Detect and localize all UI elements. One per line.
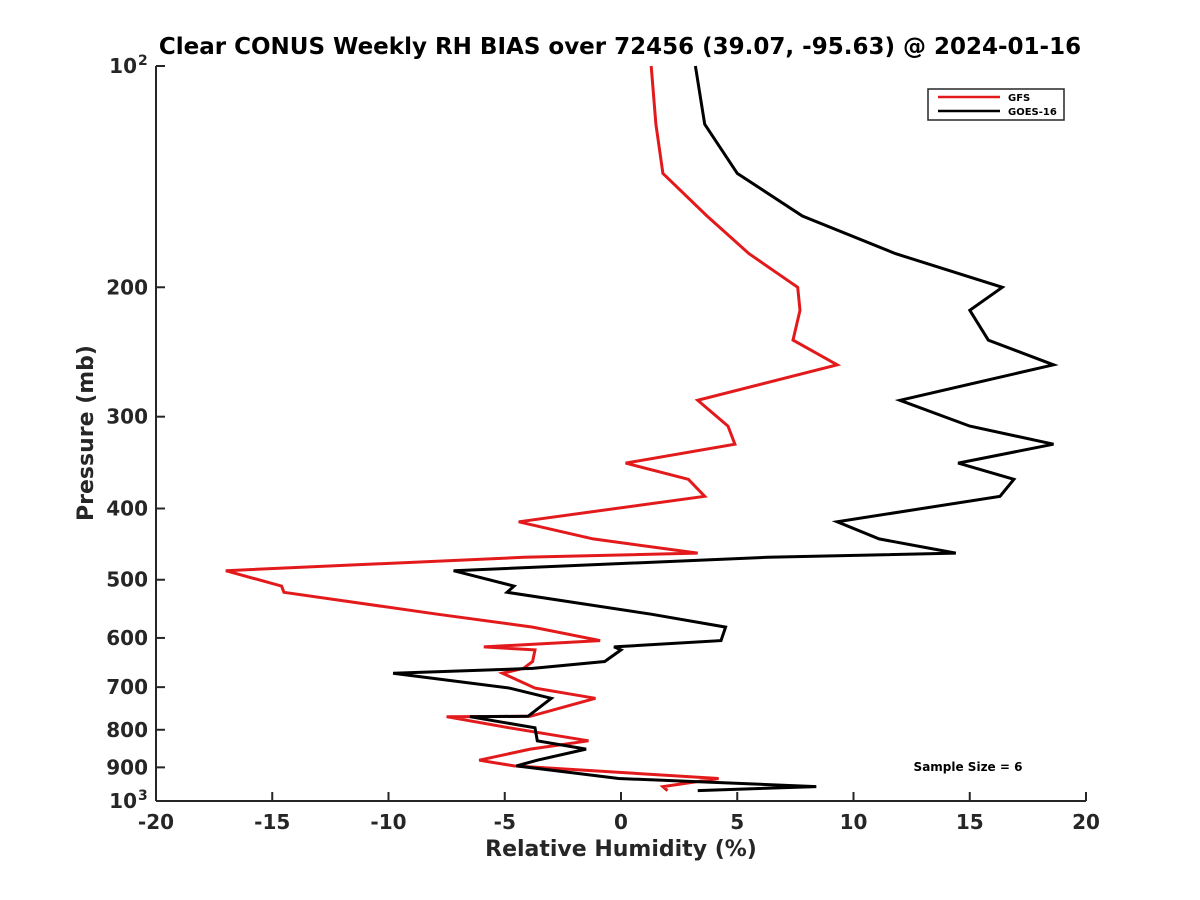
y-tick-label: 600 [106, 626, 148, 650]
y-tick-exponent: 2 [138, 53, 148, 69]
series-layer [225, 65, 1059, 793]
y-tick-label: 10 [109, 789, 137, 813]
y-tick-exponent: 3 [138, 788, 148, 804]
y-tick-label: 10 [109, 54, 137, 78]
sample-size-annotation: Sample Size = 6 [914, 760, 1023, 774]
y-axis-label: Pressure (mb) [74, 345, 99, 521]
y-tick-label: 200 [106, 275, 148, 299]
legend-label-gfs: GFS [1008, 93, 1030, 104]
y-tick-label: 700 [106, 675, 148, 699]
y-tick-label: 800 [106, 718, 148, 742]
x-axis-label: Relative Humidity (%) [485, 837, 757, 862]
y-tick-label: 400 [106, 497, 148, 521]
series-line-gfs [225, 65, 842, 792]
y-tick-label: 900 [106, 755, 148, 779]
x-tick-label: 5 [730, 810, 744, 834]
legend: GFS GOES-16 [927, 88, 1065, 121]
x-tick-label: -20 [138, 810, 174, 834]
y-tick-label: 500 [106, 568, 148, 592]
chart-title: Clear CONUS Weekly RH BIAS over 72456 (3… [159, 34, 1081, 60]
x-tick-label: 10 [840, 810, 868, 834]
legend-box [927, 88, 1065, 121]
x-tick-label: -10 [370, 810, 406, 834]
x-ticks: -20 -15 -10 -5 0 5 10 15 20 [138, 792, 1100, 834]
x-tick-label: 20 [1072, 810, 1100, 834]
x-tick-label: -15 [254, 810, 290, 834]
x-tick-label: -5 [494, 810, 516, 834]
legend-label-goes16: GOES-16 [1008, 107, 1057, 118]
x-tick-label: 0 [614, 810, 628, 834]
x-tick-label: 15 [956, 810, 984, 834]
y-tick-label: 300 [106, 405, 148, 429]
series-line-goes16 [392, 65, 1059, 793]
